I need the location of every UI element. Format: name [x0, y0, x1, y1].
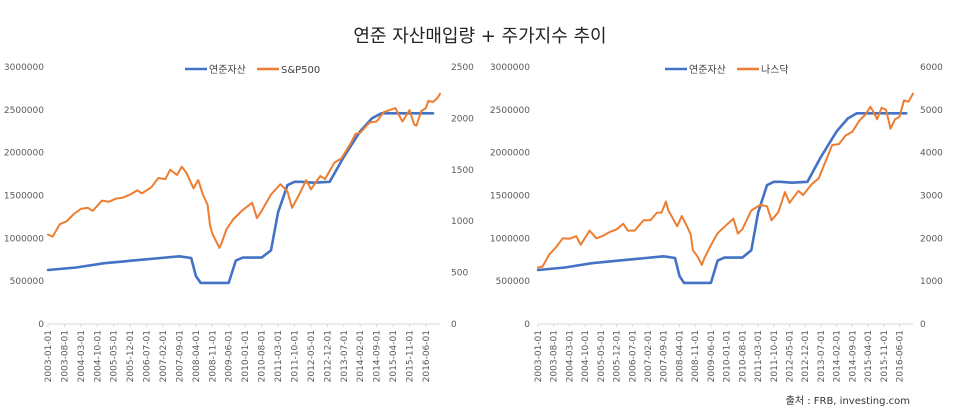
y-left-tick-label: 500000: [496, 277, 531, 287]
chart-title: 연준 자산매입량 + 주가지수 추이: [353, 26, 607, 47]
series-line-fed-assets: [46, 112, 435, 285]
x-tick-label: 2003-01-01: [534, 330, 544, 382]
x-tick-label: 2012-12-01: [801, 330, 811, 382]
series-line-index: [537, 92, 914, 269]
x-tick-label: 2008-11-01: [691, 330, 701, 382]
y-right-tick-label: 2000: [920, 234, 943, 244]
x-tick-label: 2015-04-01: [389, 330, 399, 382]
x-tick-label: 2015-04-01: [864, 330, 874, 382]
x-tick-label: 2014-02-01: [356, 330, 366, 382]
x-tick-label: 2008-11-01: [208, 330, 218, 382]
x-tick-label: 2012-05-01: [785, 330, 795, 382]
series-line-index: [47, 92, 441, 249]
x-tick-label: 2005-12-01: [126, 330, 136, 382]
legend-label: S&P500: [281, 65, 320, 76]
y-left-tick-label: 3000000: [490, 63, 530, 73]
x-tick-label: 2003-08-01: [550, 330, 560, 382]
x-tick-label: 2009-06-01: [707, 330, 717, 382]
x-tick-label: 2015-11-01: [880, 330, 890, 382]
x-tick-label: 2014-09-01: [373, 330, 383, 382]
legend-label: 연준자산: [689, 64, 726, 76]
x-tick-label: 2014-02-01: [833, 330, 843, 382]
x-tick-label: 2009-06-01: [225, 330, 235, 382]
x-tick-label: 2016-06-01: [422, 330, 432, 382]
y-right-tick-label: 500: [451, 269, 468, 279]
x-tick-label: 2010-08-01: [258, 330, 268, 382]
x-tick-label: 2011-03-01: [274, 330, 284, 382]
y-left-tick-label: 0: [38, 320, 44, 330]
y-left-tick-label: 1000000: [4, 234, 44, 244]
y-right-tick-label: 4000: [920, 149, 943, 159]
y-left-tick-label: 2000000: [490, 149, 530, 159]
x-tick-label: 2016-06-01: [896, 330, 906, 382]
x-tick-label: 2004-10-01: [581, 330, 591, 382]
x-tick-label: 2007-09-01: [175, 330, 185, 382]
chart-2: 0500000100000015000002000000250000030000…: [490, 63, 943, 382]
x-tick-label: 2010-08-01: [738, 330, 748, 382]
y-left-tick-label: 2500000: [490, 106, 530, 116]
series-line-fed-assets: [536, 112, 908, 285]
x-tick-label: 2011-03-01: [754, 330, 764, 382]
source-note: 출처 : FRB, investing.com: [785, 396, 910, 407]
y-left-tick-label: 1500000: [4, 192, 44, 202]
y-right-tick-label: 3000: [920, 192, 943, 202]
x-tick-label: 2007-02-01: [159, 330, 169, 382]
x-tick-label: 2010-01-01: [241, 330, 251, 382]
x-tick-label: 2006-07-01: [628, 330, 638, 382]
x-tick-label: 2004-10-01: [93, 330, 103, 382]
x-tick-label: 2007-09-01: [660, 330, 670, 382]
x-tick-label: 2007-02-01: [644, 330, 654, 382]
y-left-tick-label: 500000: [10, 277, 45, 287]
x-tick-label: 2004-03-01: [77, 330, 87, 382]
x-tick-label: 2010-01-01: [723, 330, 733, 382]
x-tick-label: 2006-07-01: [143, 330, 153, 382]
y-right-tick-label: 5000: [920, 106, 943, 116]
y-left-tick-label: 1000000: [490, 234, 530, 244]
x-tick-label: 2012-12-01: [323, 330, 333, 382]
x-tick-label: 2011-10-01: [290, 330, 300, 382]
x-tick-label: 2005-12-01: [613, 330, 623, 382]
x-tick-label: 2013-07-01: [817, 330, 827, 382]
y-right-tick-label: 1000: [451, 217, 474, 227]
x-tick-label: 2004-03-01: [565, 330, 575, 382]
y-right-tick-label: 1500: [451, 166, 474, 176]
y-left-tick-label: 2000000: [4, 149, 44, 159]
y-right-tick-label: 0: [920, 320, 926, 330]
x-tick-label: 2005-05-01: [597, 330, 607, 382]
x-tick-label: 2015-11-01: [405, 330, 415, 382]
x-tick-label: 2011-10-01: [770, 330, 780, 382]
x-tick-label: 2005-05-01: [110, 330, 120, 382]
y-left-tick-label: 1500000: [490, 192, 530, 202]
y-left-tick-label: 0: [524, 320, 530, 330]
y-right-tick-label: 6000: [920, 63, 943, 73]
y-left-tick-label: 2500000: [4, 106, 44, 116]
y-left-tick-label: 3000000: [4, 63, 44, 73]
x-tick-label: 2013-07-01: [340, 330, 350, 382]
x-tick-label: 2008-04-01: [192, 330, 202, 382]
y-right-tick-label: 2500: [451, 63, 474, 73]
chart-1: 0 500000 1000000 1500000 2000000 2500000 30000…: [4, 63, 474, 382]
y-right-tick-label: 1000: [920, 277, 943, 287]
x-tick-label: 2012-05-01: [307, 330, 317, 382]
x-tick-label: 2014-09-01: [848, 330, 858, 382]
y-right-tick-label: 0: [451, 320, 457, 330]
legend-label: 연준자산: [209, 64, 246, 76]
x-tick-label: 2008-04-01: [675, 330, 685, 382]
x-tick-label: 2003-01-01: [44, 330, 54, 382]
legend-label: 나스닥: [761, 64, 789, 76]
y-right-tick-label: 2000: [451, 114, 474, 124]
x-tick-label: 2003-08-01: [60, 330, 70, 382]
